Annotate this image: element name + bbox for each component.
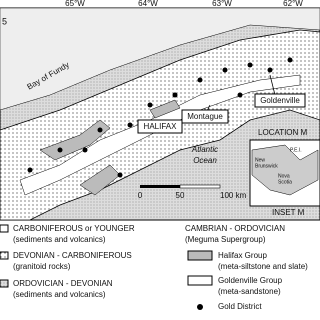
- inset-label: Scotia: [278, 179, 292, 185]
- inset-label: P.E.I.: [290, 147, 302, 153]
- ocean-label: Ocean: [193, 156, 217, 165]
- scale-label: 100 km: [220, 191, 247, 200]
- legend-title: DEVONIAN - CARBONIFEROUS: [13, 251, 132, 260]
- longitude-label: 62°W: [283, 0, 303, 8]
- corner-label: 5: [2, 16, 7, 26]
- legend-title: Halifax Group: [218, 251, 267, 260]
- legend-note: (Meguma Supergroup): [185, 235, 266, 244]
- legend: CARBONIFEROUS or YOUNGER (sediments and …: [0, 224, 308, 311]
- scale-label: 0: [138, 191, 143, 200]
- inset-label: New: [255, 157, 265, 163]
- label-box: [254, 93, 306, 108]
- ocean-label: Atlantic: [191, 145, 218, 154]
- halifax-group: [39, 99, 181, 196]
- longitude-label: 63°W: [212, 0, 232, 8]
- legend-note: (sediments and volcanics): [13, 235, 106, 244]
- inset-map: LOCATION M P.E.I. New Brunswick Nova Sco…: [249, 128, 320, 217]
- legend-note: (meta-siltstone and slate): [218, 262, 308, 271]
- legend-note: (meta-sandstone): [218, 287, 281, 296]
- place-label: Goldenville: [260, 96, 300, 105]
- legend-title: Goldenville Group: [218, 276, 283, 285]
- map-frame: 5 65°W 64°W 63°W 62°W Bay of Fundy HALIF…: [0, 0, 320, 221]
- inset-footer: INSET M: [272, 208, 305, 217]
- legend-note: (sediments and volcanics): [13, 290, 106, 299]
- legend-swatch: [197, 304, 203, 310]
- longitude-label: 64°W: [138, 0, 158, 8]
- legend-title: CAMBRIAN - ORDOVICIAN: [185, 224, 285, 233]
- legend-swatch: [0, 251, 9, 260]
- mainland: [0, 7, 320, 111]
- legend-title: Gold District: [218, 302, 262, 311]
- legend-note: (granitoid rocks): [13, 262, 71, 271]
- longitude-label: 65°W: [65, 0, 85, 8]
- legend-swatch: [0, 224, 9, 233]
- inset-title: LOCATION M: [258, 128, 308, 137]
- label-box: [137, 119, 183, 134]
- legend-title: CARBONIFEROUS or YOUNGER: [13, 224, 135, 233]
- legend-title: ORDOVICIAN - DEVONIAN: [13, 279, 113, 288]
- gold-districts: [27, 57, 293, 178]
- goldenville-belt: [19, 74, 301, 196]
- scale-bar: 0 50 100 km: [138, 184, 247, 200]
- scale-label: 50: [176, 191, 185, 200]
- legend-swatch: [187, 275, 213, 286]
- legend-swatch: [0, 279, 9, 288]
- label-box: [181, 109, 229, 124]
- place-label: HALIFAX: [144, 122, 178, 131]
- inset-label: Nova: [278, 173, 290, 179]
- place-label: Montague: [187, 112, 223, 121]
- legend-swatch: [187, 250, 213, 261]
- inset-label: Brunswick: [255, 163, 278, 169]
